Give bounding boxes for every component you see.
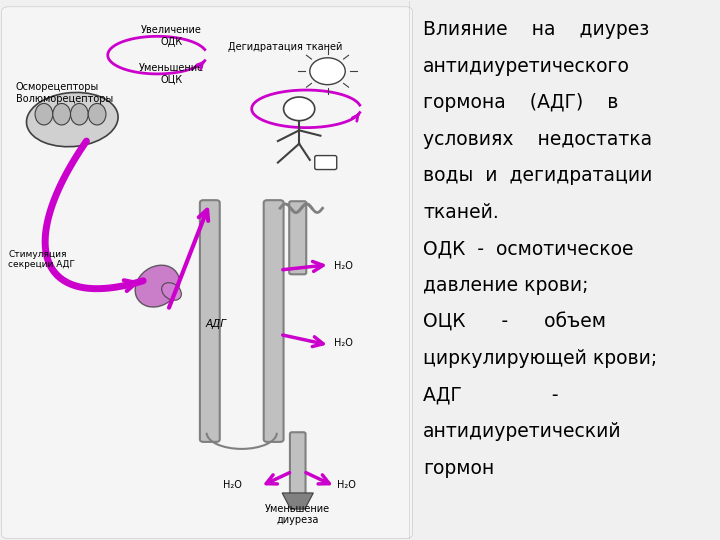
- Text: H₂O: H₂O: [334, 338, 353, 348]
- Ellipse shape: [89, 104, 106, 125]
- Text: ОЦК      -      объем: ОЦК - объем: [423, 313, 606, 332]
- Ellipse shape: [53, 104, 71, 125]
- Ellipse shape: [27, 92, 118, 147]
- FancyBboxPatch shape: [200, 200, 220, 442]
- Text: H₂O: H₂O: [337, 480, 356, 490]
- Text: гормон: гормон: [423, 458, 495, 477]
- Text: давление крови;: давление крови;: [423, 276, 589, 295]
- FancyBboxPatch shape: [290, 432, 305, 495]
- Text: циркулирующей крови;: циркулирующей крови;: [423, 349, 657, 368]
- Ellipse shape: [162, 282, 181, 300]
- Text: H₂O: H₂O: [223, 480, 242, 490]
- Text: антидиуретического: антидиуретического: [423, 57, 630, 76]
- FancyBboxPatch shape: [264, 200, 284, 442]
- Text: АДГ               -: АДГ -: [423, 386, 559, 404]
- Text: Уменьшение
ОЦК: Уменьшение ОЦК: [139, 63, 204, 85]
- Ellipse shape: [71, 104, 89, 125]
- Text: тканей.: тканей.: [423, 203, 499, 222]
- Text: Влияние    на    диурез: Влияние на диурез: [423, 20, 649, 39]
- Text: Осморецепторы
Волюморецепторы: Осморецепторы Волюморецепторы: [16, 82, 113, 104]
- Ellipse shape: [35, 104, 53, 125]
- Text: Уменьшение
диуреза: Уменьшение диуреза: [265, 504, 330, 525]
- Text: гормона    (АДГ)    в: гормона (АДГ) в: [423, 93, 618, 112]
- Text: воды  и  дегидратации: воды и дегидратации: [423, 166, 652, 185]
- Text: Дегидратация тканей: Дегидратация тканей: [228, 42, 342, 52]
- Text: АДГ: АДГ: [206, 319, 227, 329]
- FancyBboxPatch shape: [1, 7, 413, 538]
- Text: Увеличение
ОДК: Увеличение ОДК: [141, 25, 202, 47]
- FancyBboxPatch shape: [289, 201, 306, 274]
- Circle shape: [310, 58, 345, 85]
- Text: ОДК  -  осмотическое: ОДК - осмотическое: [423, 239, 634, 258]
- Text: Стимуляция
секреции АДГ: Стимуляция секреции АДГ: [9, 249, 76, 269]
- Ellipse shape: [135, 265, 179, 307]
- Text: H₂O: H₂O: [334, 261, 353, 271]
- Polygon shape: [282, 493, 313, 509]
- Circle shape: [284, 97, 315, 120]
- Text: условиях    недостатка: условиях недостатка: [423, 130, 652, 149]
- Text: антидиуретический: антидиуретический: [423, 422, 622, 441]
- FancyBboxPatch shape: [315, 156, 337, 170]
